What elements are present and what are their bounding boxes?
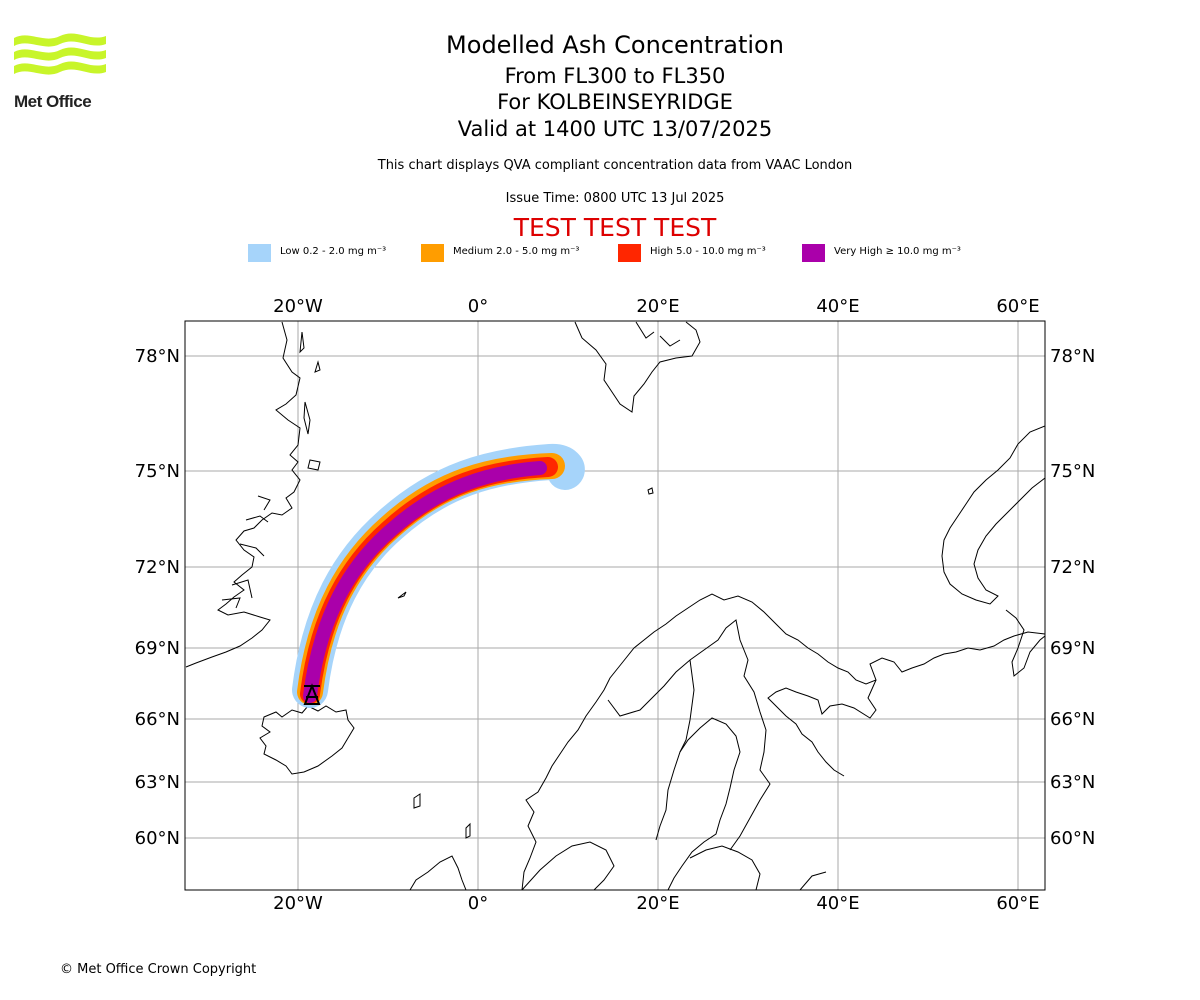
coastline-shetland xyxy=(465,822,471,839)
issue-time: Issue Time: 0800 UTC 13 Jul 2025 xyxy=(505,191,725,206)
lat-labels-left: 78°N 75°N 72°N 69°N 66°N 63°N 60°N xyxy=(135,346,180,849)
met-office-wave-icon xyxy=(14,33,106,75)
coastline-baltic xyxy=(689,845,827,890)
copyright-notice: © Met Office Crown Copyright xyxy=(60,962,257,977)
lon-tick-label-bottom: 40°E xyxy=(816,893,859,914)
coastline-scandinavia xyxy=(521,593,1045,890)
chart-description: This chart displays QVA compliant concen… xyxy=(377,158,853,173)
coastline-kola-white-sea xyxy=(767,679,877,777)
lon-tick-label-bottom: 20°W xyxy=(273,893,323,914)
map-frame xyxy=(184,320,1046,891)
coastline-greenland xyxy=(185,321,301,668)
flight-level-range: From FL300 to FL350 xyxy=(504,64,726,88)
coastline-bear-island xyxy=(647,487,654,495)
lat-labels-right: 78°N 75°N 72°N 69°N 66°N 63°N 60°N xyxy=(1050,346,1095,849)
coastline-iceland xyxy=(259,705,355,775)
coastline-kanin-pechora xyxy=(1005,609,1045,677)
lon-tick-label-top: 20°W xyxy=(273,296,323,317)
legend-swatch-high xyxy=(618,244,641,262)
coastline-jan-mayen xyxy=(397,591,407,599)
coastline-gulf-of-bothnia xyxy=(667,717,741,890)
coastline-greenland-fjords xyxy=(221,495,271,609)
coastline-southern-norway xyxy=(521,841,615,890)
lat-tick-label-right: 72°N xyxy=(1050,557,1095,578)
lon-tick-label-bottom: 60°E xyxy=(996,893,1039,914)
lon-tick-label-top: 20°E xyxy=(636,296,679,317)
lat-tick-label-right: 75°N xyxy=(1050,461,1095,482)
coastline-faroe xyxy=(413,793,421,809)
legend-swatch-low xyxy=(248,244,271,262)
lat-tick-label-right: 69°N xyxy=(1050,638,1095,659)
lon-tick-label-top: 60°E xyxy=(996,296,1039,317)
valid-time: Valid at 1400 UTC 13/07/2025 xyxy=(457,117,773,141)
lat-tick-label-left: 78°N xyxy=(135,346,180,367)
lon-tick-label-bottom: 0° xyxy=(468,893,488,914)
coastline-svalbard xyxy=(574,321,701,413)
ash-plume xyxy=(292,443,585,708)
chart-title: Modelled Ash Concentration xyxy=(446,31,784,59)
lat-tick-label-right: 60°N xyxy=(1050,828,1095,849)
legend-swatch-medium xyxy=(421,244,444,262)
lon-labels-bottom: 20°W 0° 20°E 40°E 60°E xyxy=(273,893,1039,914)
legend-label-medium: Medium 2.0 - 5.0 mg m⁻³ xyxy=(453,246,580,257)
lat-tick-label-left: 69°N xyxy=(135,638,180,659)
lat-tick-label-left: 60°N xyxy=(135,828,180,849)
lat-tick-label-right: 78°N xyxy=(1050,346,1095,367)
border-norway-sweden xyxy=(607,619,771,851)
lat-tick-label-right: 66°N xyxy=(1050,709,1095,730)
legend-label-very-high: Very High ≥ 10.0 mg m⁻³ xyxy=(834,246,961,257)
test-banner: TEST TEST TEST xyxy=(513,213,717,242)
legend-label-low: Low 0.2 - 2.0 mg m⁻³ xyxy=(280,246,387,257)
volcano-name: For KOLBEINSEYRIDGE xyxy=(497,90,733,114)
lon-labels-top: 20°W 0° 20°E 40°E 60°E xyxy=(273,296,1039,317)
coastlines xyxy=(185,321,1045,890)
coastline-scotland xyxy=(409,855,467,890)
lon-tick-label-top: 0° xyxy=(468,296,488,317)
lat-tick-label-left: 66°N xyxy=(135,709,180,730)
coastline-greenland-islands xyxy=(299,331,321,471)
lat-tick-label-left: 72°N xyxy=(135,557,180,578)
lon-tick-label-bottom: 20°E xyxy=(636,893,679,914)
coastline-novaya-zemlya xyxy=(941,425,1045,605)
lon-tick-label-top: 40°E xyxy=(816,296,859,317)
logo-text: Met Office xyxy=(14,92,92,111)
met-office-logo: Met Office xyxy=(14,30,110,112)
legend-label-high: High 5.0 - 10.0 mg m⁻³ xyxy=(650,246,766,257)
volcano-icon xyxy=(303,683,321,705)
lat-tick-label-right: 63°N xyxy=(1050,772,1095,793)
ash-plume-very-high xyxy=(303,461,547,703)
legend-swatch-very-high xyxy=(802,244,825,262)
lat-tick-label-left: 63°N xyxy=(135,772,180,793)
lat-tick-label-left: 75°N xyxy=(135,461,180,482)
